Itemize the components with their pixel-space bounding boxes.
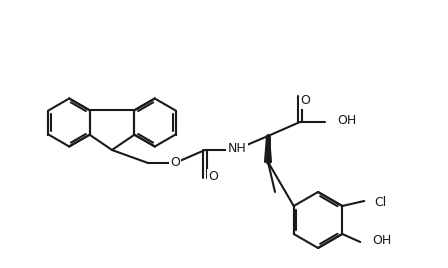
Text: NH: NH [228, 143, 246, 155]
Text: OH: OH [337, 114, 356, 128]
Text: O: O [170, 155, 180, 169]
Text: O: O [208, 170, 218, 184]
Text: O: O [300, 95, 310, 107]
Text: Cl: Cl [374, 195, 387, 209]
Text: OH: OH [372, 233, 392, 247]
